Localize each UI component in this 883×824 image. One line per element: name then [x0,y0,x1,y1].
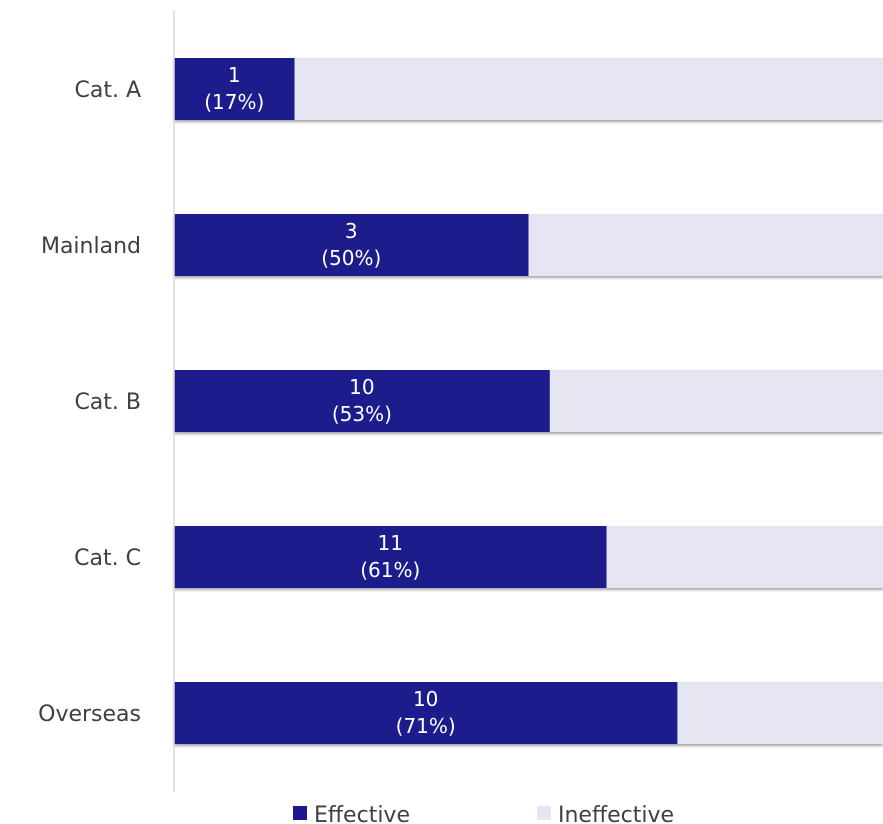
bar-effective-cat-b [174,370,550,432]
legend-label-ineffective: Ineffective [558,803,674,824]
category-label-cat-a: Cat. A [74,78,141,103]
bar-group-overseas [174,682,883,744]
bar-group-cat-a [174,58,883,120]
labels-layer: Cat. A 1 (17%) Mainland 3 (50%) Cat. B 10 (53%) C… [38,63,456,738]
data-label-count-mainland: 3 [345,219,358,243]
category-label-overseas: Overseas [38,702,141,727]
bar-effective-cat-a [174,58,295,120]
data-label-count-cat-b: 10 [349,375,374,399]
data-label-percent-cat-b: (53%) [332,402,392,426]
legend-swatch-ineffective [537,806,551,820]
legend-item-ineffective: Ineffective [537,803,674,824]
bar-effective-overseas [174,682,678,744]
category-label-mainland: Mainland [41,234,141,259]
bar-group-cat-b [174,370,883,432]
category-label-cat-b: Cat. B [74,390,141,415]
bars-layer [174,58,883,744]
legend-item-effective: Effective [293,803,410,824]
legend-label-effective: Effective [314,803,410,824]
data-label-percent-cat-c: (61%) [360,558,420,582]
data-label-percent-cat-a: (17%) [204,90,264,114]
legend-swatch-effective [293,806,307,820]
bar-effective-cat-c [174,526,607,588]
data-label-percent-mainland: (50%) [321,246,381,270]
bar-group-mainland [174,214,883,276]
legend: Effective Ineffective [293,803,674,824]
bar-group-cat-c [174,526,883,588]
data-label-count-cat-c: 11 [378,531,403,555]
bar-effective-mainland [174,214,529,276]
data-label-count-cat-a: 1 [228,63,241,87]
category-label-cat-c: Cat. C [74,546,141,571]
data-label-count-overseas: 10 [413,687,438,711]
data-label-percent-overseas: (71%) [396,714,456,738]
